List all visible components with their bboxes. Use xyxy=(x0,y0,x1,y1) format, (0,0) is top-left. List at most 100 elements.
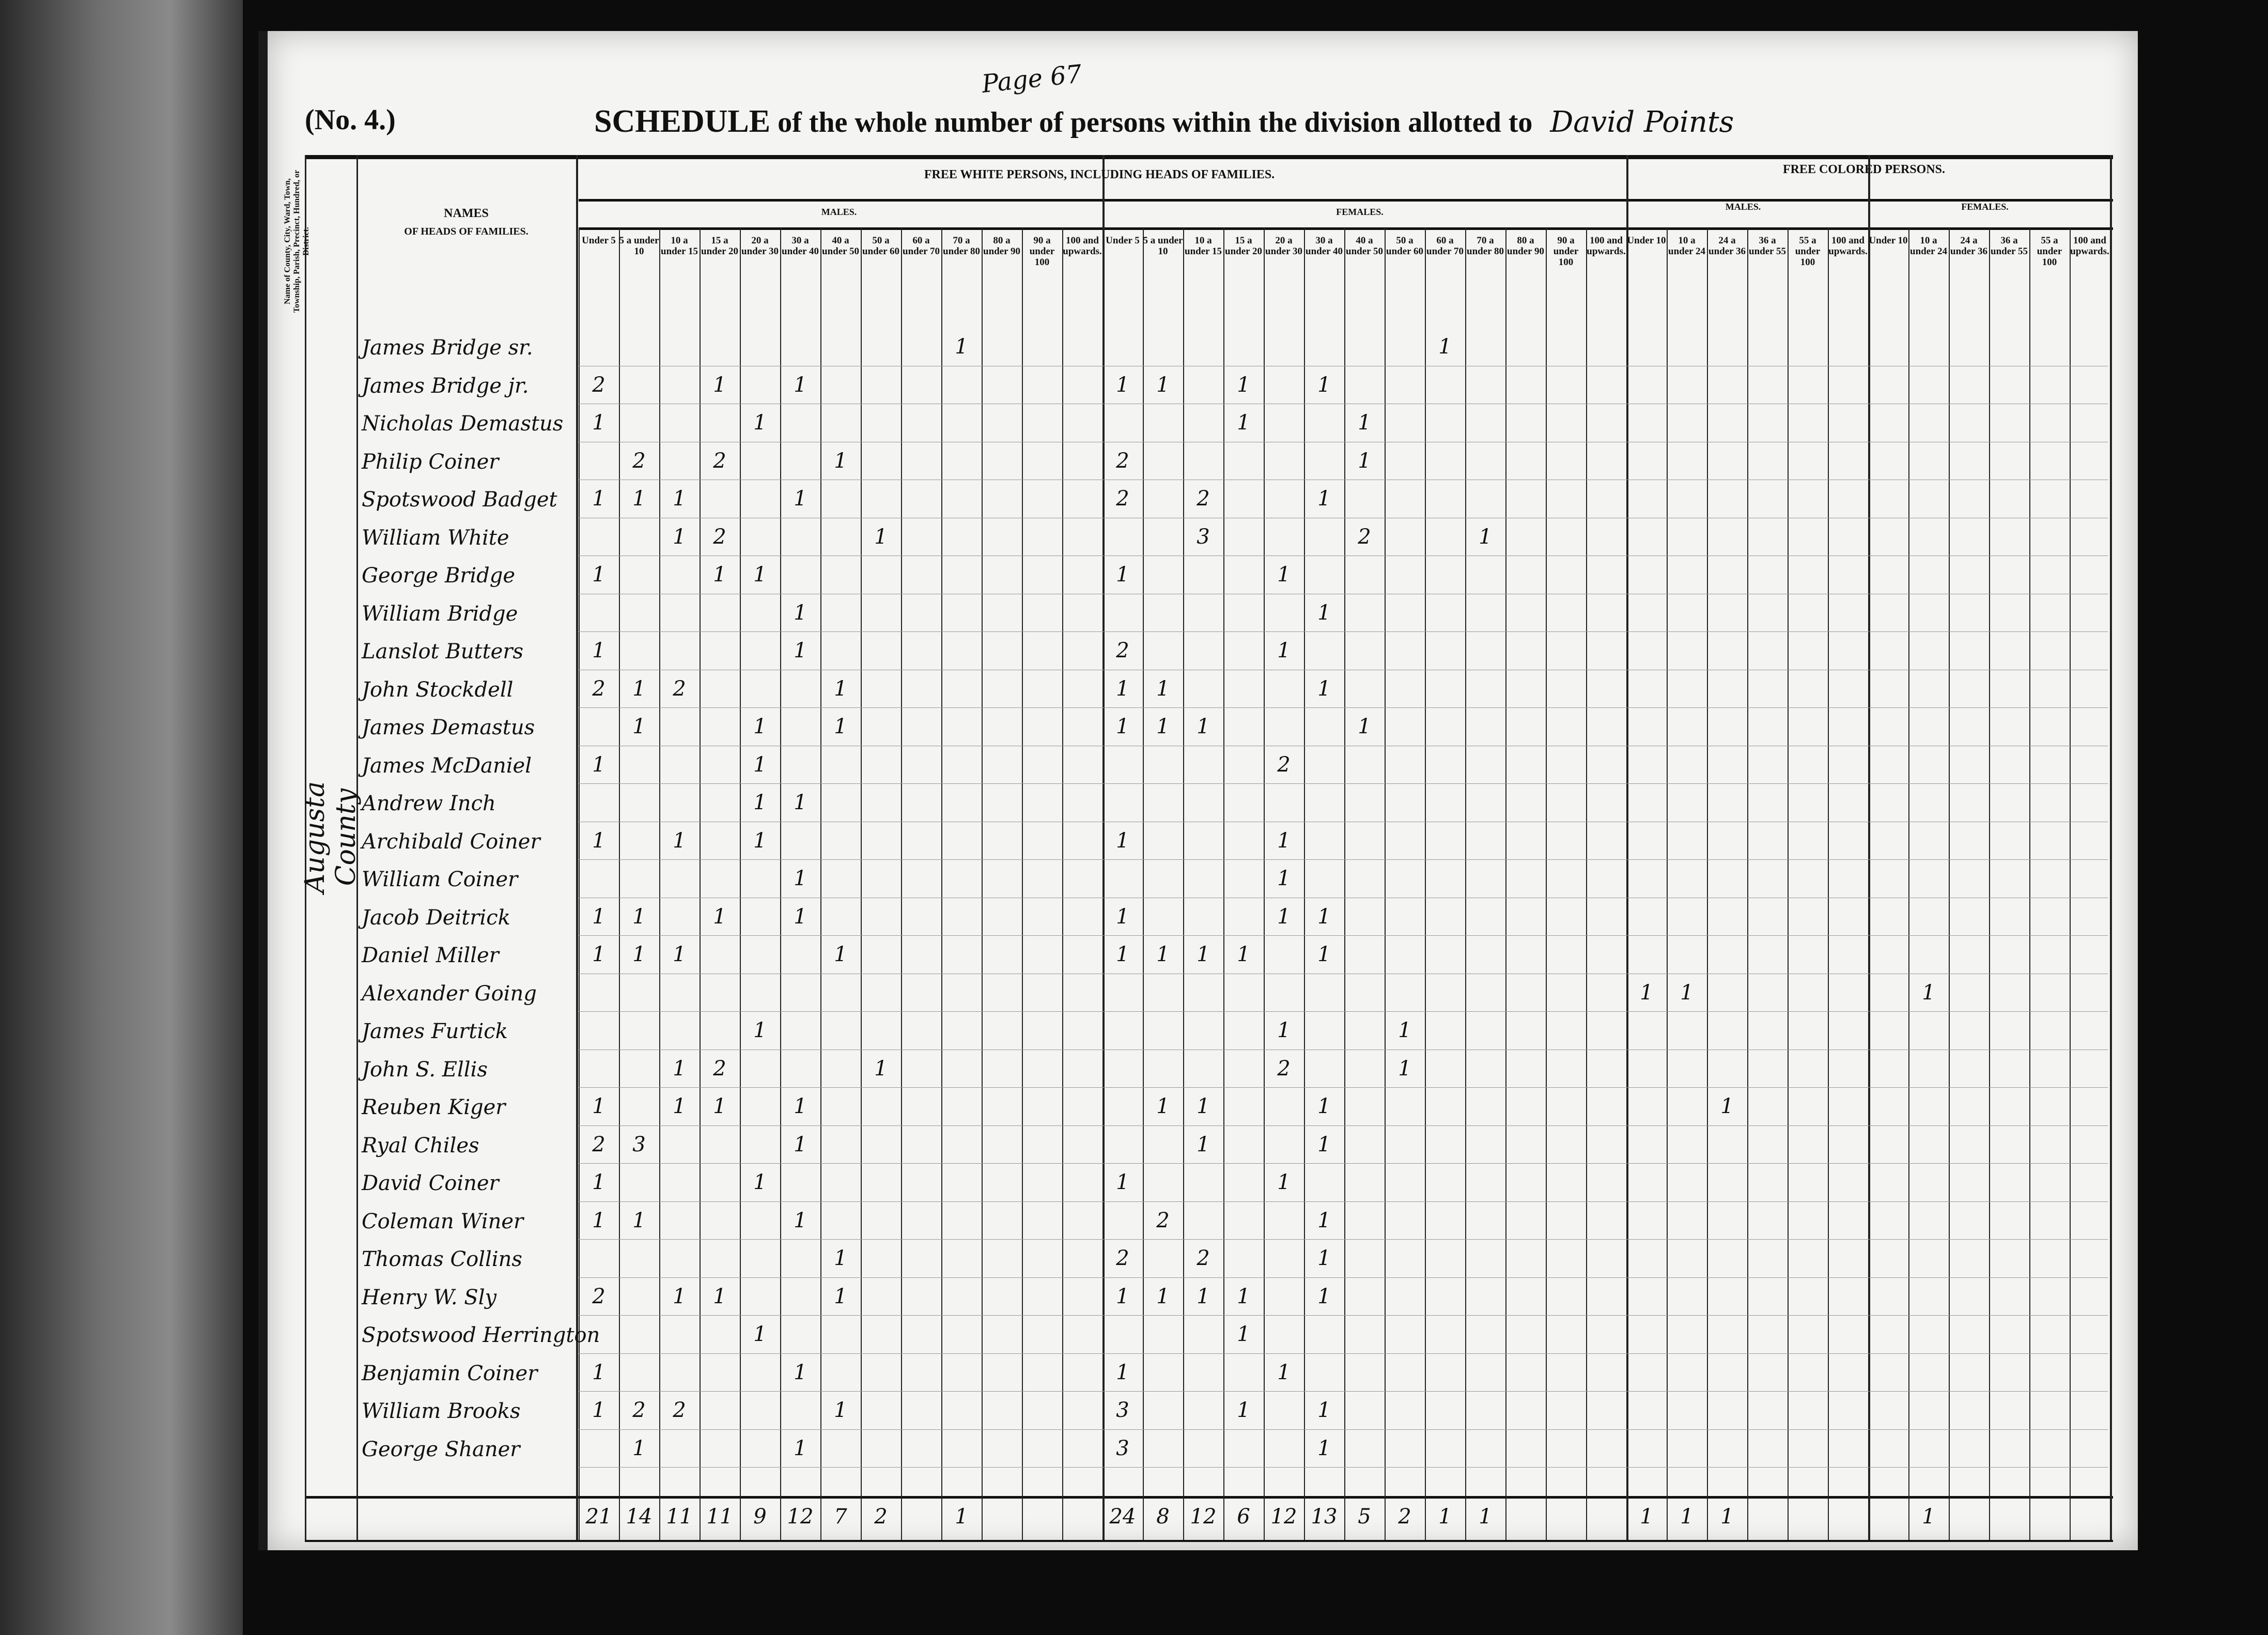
scanner-margin xyxy=(0,0,243,1635)
age-group-header: 10 a under 24 xyxy=(1668,235,1705,257)
head-of-family-name: James Bridge sr. xyxy=(362,336,533,360)
tally-cell: 1 xyxy=(632,715,646,738)
head-of-family-name: Nicholas Demastus xyxy=(362,412,564,436)
row-guide xyxy=(579,1391,2108,1392)
tally-cell: 1 xyxy=(753,411,767,435)
tally-cell: 2 xyxy=(713,1056,726,1081)
total-cell: 21 xyxy=(585,1505,612,1529)
tally-cell: 1 xyxy=(1116,1170,1129,1194)
age-group-header: 40 a under 50 xyxy=(1346,235,1383,257)
age-group-header: 24 a under 36 xyxy=(1950,235,1987,257)
tally-cell: 1 xyxy=(794,791,807,814)
tally-cell: 1 xyxy=(1358,449,1371,473)
tally-cell: 1 xyxy=(834,943,847,966)
row-guide xyxy=(579,1087,2108,1088)
tally-cell: 1 xyxy=(592,1398,605,1422)
tally-cell: 2 xyxy=(713,449,726,473)
tally-cell: 1 xyxy=(1116,943,1129,966)
tally-cell: 1 xyxy=(1156,715,1170,738)
column-divider xyxy=(2029,227,2030,1540)
total-cell: 24 xyxy=(1109,1505,1136,1529)
age-group-header: Under 10 xyxy=(1869,235,1908,246)
tally-cell: 1 xyxy=(713,563,726,587)
tally-cell: 1 xyxy=(1237,1284,1250,1308)
column-divider xyxy=(659,227,660,1540)
title-prefix: SCHEDULE xyxy=(594,104,771,139)
column-divider xyxy=(619,227,620,1540)
head-of-family-name: Coleman Winer xyxy=(362,1209,524,1233)
column-divider xyxy=(1304,227,1305,1540)
tally-cell: 1 xyxy=(592,1360,605,1384)
row-guide xyxy=(579,935,2108,936)
tally-cell: 1 xyxy=(753,1170,767,1194)
names-header-line1: NAMES xyxy=(444,207,489,220)
total-cell: 1 xyxy=(1640,1505,1653,1529)
tally-cell: 2 xyxy=(1277,752,1291,777)
tally-cell: 2 xyxy=(673,676,686,701)
head-of-family-name: Thomas Collins xyxy=(362,1247,522,1271)
row-guide xyxy=(579,1315,2108,1316)
tally-cell: 1 xyxy=(834,1246,847,1270)
age-group-header: 60 a under 70 xyxy=(903,235,940,257)
tally-cell: 1 xyxy=(1277,867,1291,890)
form-number: (No. 4.) xyxy=(305,104,396,136)
tally-cell: 1 xyxy=(632,1436,646,1460)
names-header-line2: OF HEADS OF FAMILIES. xyxy=(404,226,529,237)
head-of-family-name: William Brooks xyxy=(362,1399,521,1423)
tally-cell: 3 xyxy=(1116,1398,1129,1422)
row-guide xyxy=(579,1011,2108,1012)
tally-cell: 2 xyxy=(1358,525,1371,549)
column-divider xyxy=(1465,227,1466,1540)
column-divider xyxy=(740,227,741,1540)
column-divider xyxy=(1788,227,1789,1540)
tally-cell: 1 xyxy=(1398,1019,1411,1042)
age-group-header: 100 and upwards. xyxy=(1063,235,1102,257)
title-rest: of the whole number of persons within th… xyxy=(778,106,1533,138)
tally-cell: 1 xyxy=(1237,943,1250,966)
tally-cell: 1 xyxy=(794,1360,807,1384)
tally-cell: 2 xyxy=(592,1284,605,1308)
tally-cell: 2 xyxy=(592,676,605,701)
age-group-header: 80 a under 90 xyxy=(1507,235,1544,257)
tally-cell: 1 xyxy=(1317,487,1331,511)
age-group-header: 100 and upwards. xyxy=(1828,235,1868,257)
tally-cell: 1 xyxy=(794,1094,807,1118)
head-of-family-name: Henry W. Sly xyxy=(362,1285,497,1309)
tally-cell: 1 xyxy=(834,676,847,701)
column-divider xyxy=(780,227,781,1540)
tally-cell: 1 xyxy=(1720,1094,1734,1118)
row-guide xyxy=(579,1163,2108,1164)
column-divider xyxy=(1102,155,1105,1540)
tally-cell: 1 xyxy=(1156,943,1170,966)
table-left-border xyxy=(305,155,306,1540)
column-divider xyxy=(1868,155,1870,1540)
head-of-family-name: James Furtick xyxy=(362,1020,508,1043)
tally-cell: 1 xyxy=(1317,1398,1331,1422)
age-group-header: 15 a under 20 xyxy=(701,235,738,257)
tally-cell: 1 xyxy=(794,1436,807,1460)
tally-cell: 1 xyxy=(1317,1284,1331,1308)
age-group-header: 20 a under 30 xyxy=(741,235,779,257)
tally-cell: 1 xyxy=(834,449,847,473)
tally-cell: 1 xyxy=(1277,1360,1291,1384)
tally-cell: 3 xyxy=(632,1132,646,1156)
tally-cell: 2 xyxy=(632,449,646,473)
tally-cell: 1 xyxy=(592,752,605,777)
tally-cell: 1 xyxy=(632,904,646,929)
tally-cell: 2 xyxy=(1116,1246,1129,1270)
tally-cell: 1 xyxy=(1317,676,1331,701)
tally-cell: 1 xyxy=(1116,1284,1129,1308)
head-of-family-name: Ryal Chiles xyxy=(362,1133,479,1158)
total-cell: 1 xyxy=(1479,1505,1492,1529)
tally-cell: 2 xyxy=(1197,1246,1210,1270)
age-group-header: 100 and upwards. xyxy=(2070,235,2109,257)
total-cell: 5 xyxy=(1358,1505,1371,1529)
age-group-header: 15 a under 20 xyxy=(1225,235,1262,257)
tally-cell: 1 xyxy=(753,1019,767,1042)
column-divider xyxy=(861,227,862,1540)
tally-cell: 1 xyxy=(794,904,807,929)
head-of-family-name: Alexander Going xyxy=(362,981,537,1006)
column-divider xyxy=(1586,227,1587,1540)
tally-cell: 1 xyxy=(834,1398,847,1422)
total-cell: 12 xyxy=(1190,1505,1217,1529)
